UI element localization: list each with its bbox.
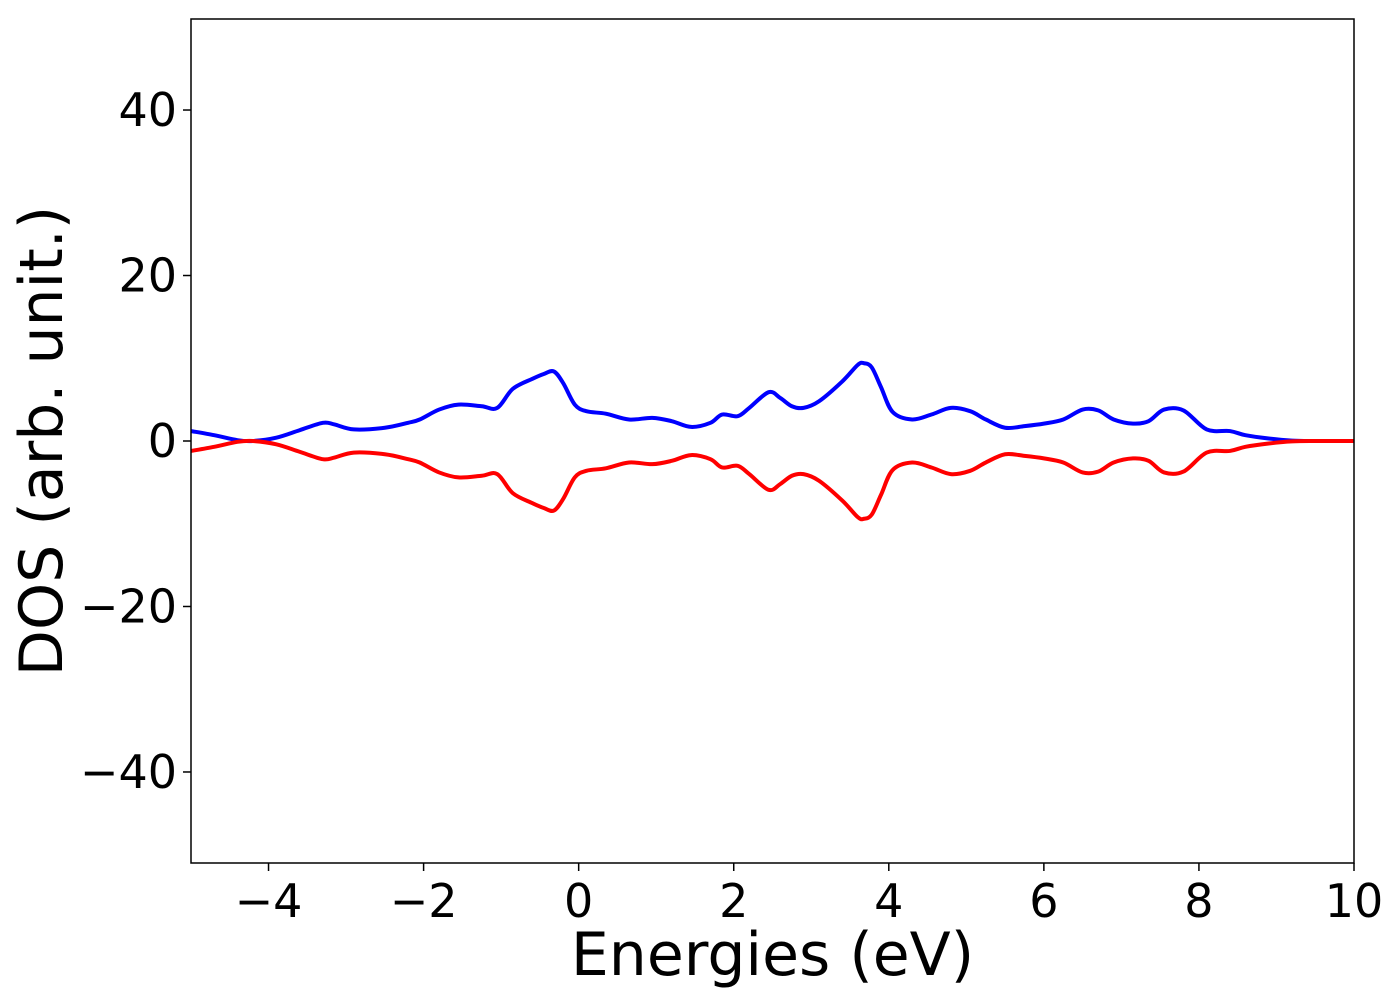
series-line-positive: [191, 360, 1354, 444]
x-tick-label: 6: [1029, 874, 1058, 928]
y-tick-label: 20: [118, 249, 177, 303]
y-axis-ticks: −40 −20 0 20 40: [80, 83, 191, 799]
x-tick-label: 2: [719, 874, 748, 928]
x-tick-label: −2: [390, 874, 458, 928]
x-axis-ticks: −4 −2 0 2 4 6 8 10: [235, 863, 1384, 928]
x-tick-label: 8: [1184, 874, 1213, 928]
y-tick-label: −20: [80, 579, 177, 633]
y-tick-label: 40: [118, 83, 177, 137]
x-tick-label: −4: [235, 874, 303, 928]
series-line-negative: [191, 438, 1354, 522]
y-tick-label: −40: [80, 745, 177, 799]
x-tick-label: 10: [1325, 874, 1384, 928]
x-tick-label: 4: [874, 874, 903, 928]
series-layer: [191, 360, 1354, 522]
y-tick-label: 0: [148, 414, 177, 468]
x-axis-label: Energies (eV): [571, 920, 974, 990]
y-axis-label: DOS (arb. unit.): [7, 206, 77, 676]
x-tick-label: 0: [564, 874, 593, 928]
plot-frame: [190, 18, 1355, 864]
